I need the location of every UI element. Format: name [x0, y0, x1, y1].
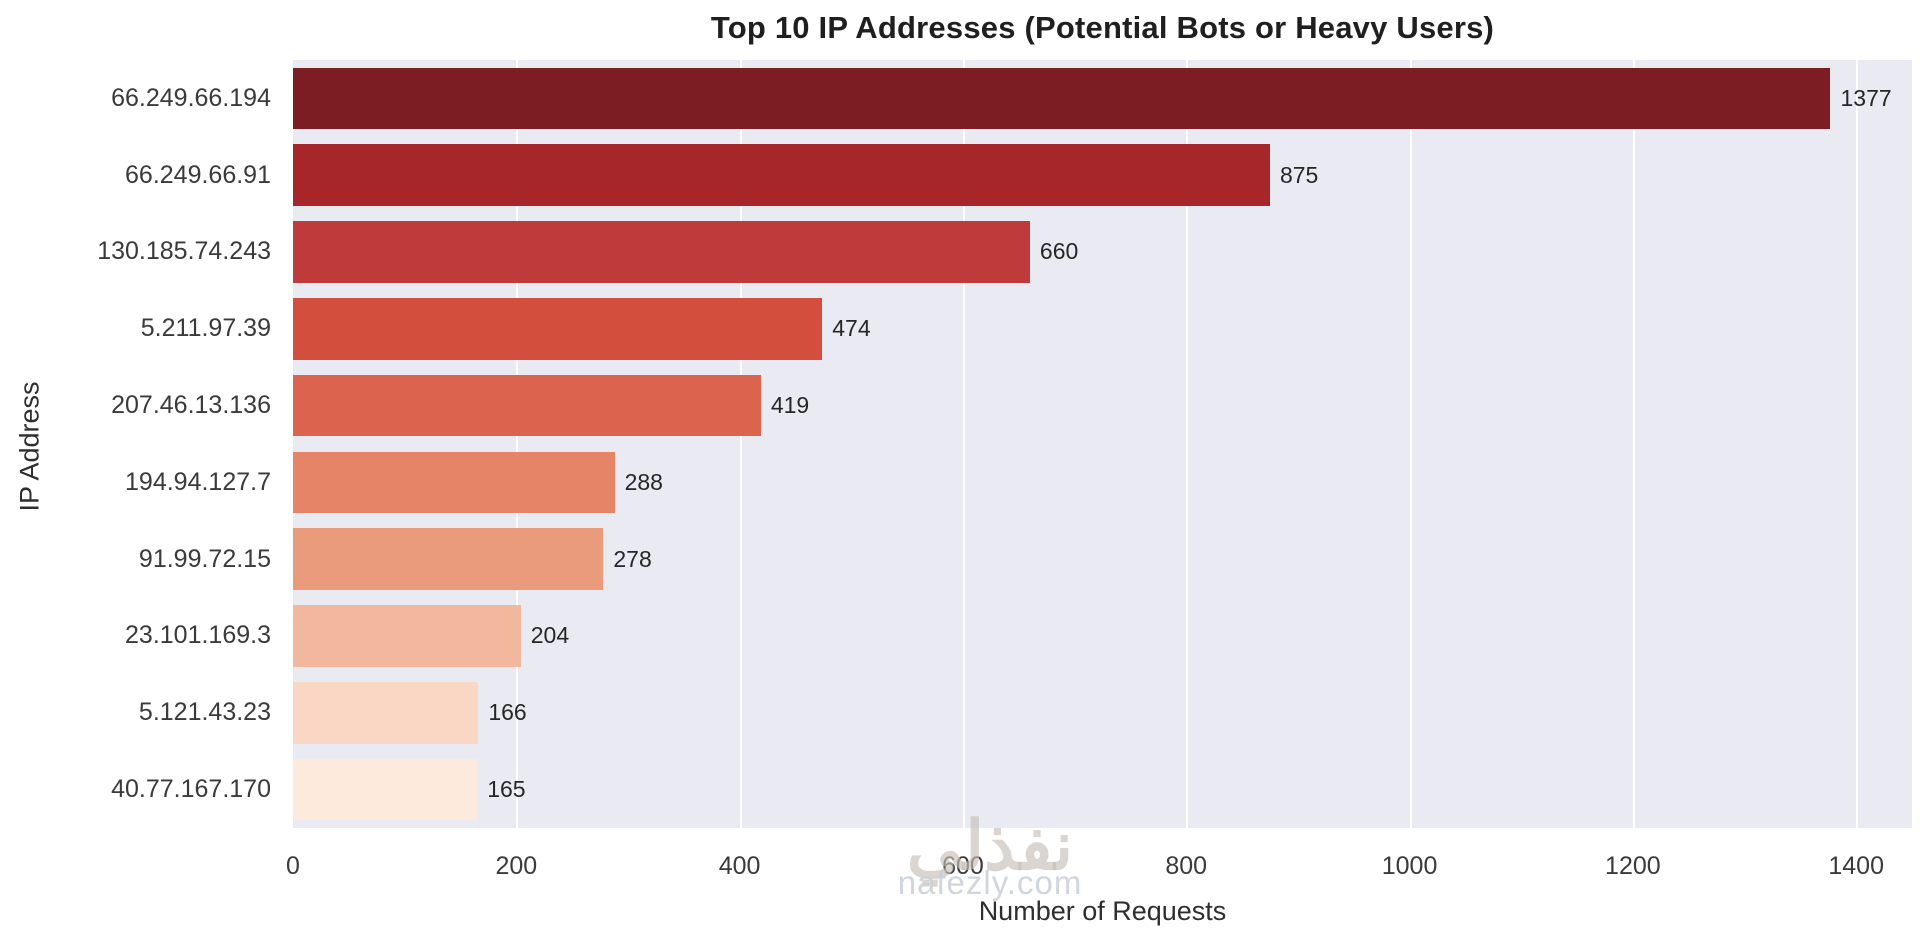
bar-row: 474 — [293, 290, 1912, 367]
y-tick-label: 207.46.13.136 — [111, 391, 271, 420]
y-tick-label: 5.211.97.39 — [140, 314, 271, 343]
bar-row: 204 — [293, 598, 1912, 675]
gridline-x-400 — [739, 60, 742, 828]
bar-66.249.66.194 — [293, 67, 1831, 130]
bar-value-label: 278 — [613, 545, 652, 572]
y-tick-label: 194.94.127.7 — [125, 467, 271, 496]
plot-area: 1377 875 660 474 419 288 278 204 166 165 — [293, 60, 1912, 828]
bar-row: 660 — [293, 214, 1912, 291]
y-tick-label: 66.249.66.91 — [125, 160, 271, 189]
gridline-x-200 — [516, 60, 519, 828]
bar-row: 419 — [293, 367, 1912, 444]
gridline-x-800 — [1186, 60, 1189, 828]
y-tick-label: 40.77.167.170 — [111, 775, 271, 804]
bar-row: 165 — [293, 751, 1912, 828]
bar-row: 166 — [293, 674, 1912, 751]
x-tick-label: 400 — [718, 852, 761, 880]
bar-value-label: 165 — [487, 776, 526, 803]
bar-row: 278 — [293, 521, 1912, 598]
y-tick-label: 66.249.66.194 — [111, 83, 271, 112]
bar-value-label: 875 — [1279, 161, 1319, 188]
bar-207.46.13.136 — [293, 374, 761, 437]
bar-value-label: 1377 — [1840, 84, 1892, 111]
x-tick-label: 200 — [495, 852, 538, 880]
bar-value-label: 204 — [530, 622, 570, 649]
x-axis-label: Number of Requests — [978, 896, 1227, 926]
bar-value-label: 166 — [488, 699, 527, 726]
x-tick-label: 1200 — [1605, 852, 1661, 880]
watermark-site-text: nafezly.com — [897, 864, 1083, 901]
bar-23.101.169.3 — [293, 605, 521, 667]
gridline-x-1200 — [1632, 60, 1635, 828]
bar-5.211.97.39 — [293, 298, 823, 360]
bar-91.99.72.15 — [293, 528, 604, 590]
x-tick-label: 800 — [1165, 852, 1208, 880]
gridline-x-600 — [962, 60, 965, 828]
bar-5.121.43.23 — [293, 682, 479, 744]
bar-66.249.66.91 — [293, 144, 1270, 206]
x-tick-label: 600 — [942, 852, 984, 880]
gridline-x-1400 — [1856, 60, 1859, 828]
bar-value-label: 474 — [832, 315, 871, 342]
bar-row: 288 — [293, 444, 1912, 521]
y-tick-label: 130.185.74.243 — [97, 237, 271, 266]
x-tick-label: 1400 — [1828, 852, 1884, 880]
y-tick-label: 23.101.169.3 — [125, 621, 271, 650]
y-tick-label: 5.121.43.23 — [138, 698, 271, 727]
bar-130.185.74.243 — [293, 221, 1030, 283]
x-tick-label: 1000 — [1381, 852, 1438, 880]
bar-value-label: 288 — [624, 468, 663, 495]
x-tick-label: 0 — [286, 852, 300, 880]
bar-value-label: 419 — [770, 392, 810, 419]
bar-row: 875 — [293, 137, 1912, 214]
bar-value-label: 660 — [1039, 238, 1079, 265]
y-tick-label: 91.99.72.15 — [138, 544, 271, 573]
bar-194.94.127.7 — [293, 451, 615, 514]
gridline-x-1000 — [1409, 60, 1412, 828]
bar-40.77.167.170 — [293, 758, 478, 821]
chart-title: Top 10 IP Addresses (Potential Bots or H… — [710, 10, 1495, 45]
bar-row: 1377 — [293, 60, 1912, 137]
